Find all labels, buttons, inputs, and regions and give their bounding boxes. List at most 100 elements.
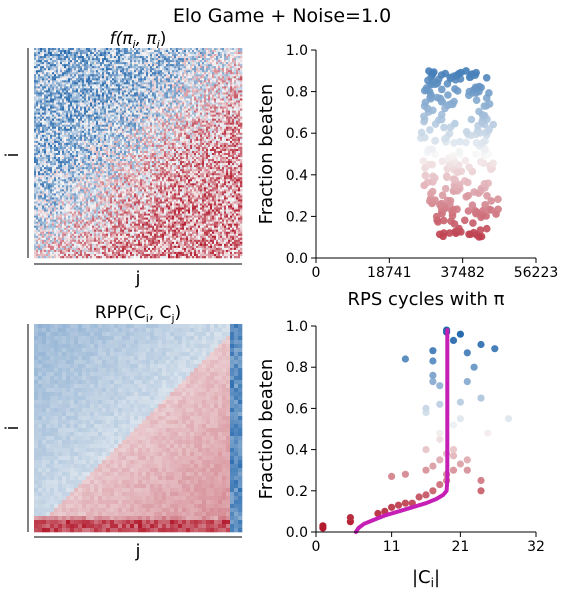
payoff-cell — [240, 82, 243, 85]
payoff-cell — [116, 100, 119, 103]
payoff-cell — [94, 72, 97, 75]
payoff-cell — [200, 120, 203, 124]
payoff-cell — [70, 82, 73, 85]
payoff-cell — [96, 66, 99, 69]
payoff-cell — [84, 66, 87, 69]
payoff-cell — [154, 140, 157, 144]
payoff-cell — [36, 62, 39, 65]
payoff-cell — [110, 72, 113, 75]
payoff-cell — [152, 52, 155, 55]
payoff-cell — [52, 52, 55, 55]
payoff-cell — [102, 98, 105, 101]
payoff-cell — [208, 78, 211, 81]
payoff-cell — [198, 62, 201, 65]
payoff-cell — [108, 58, 111, 61]
payoff-cell — [132, 142, 135, 146]
payoff-cell — [50, 54, 53, 57]
payoff-cell — [140, 102, 143, 105]
payoff-cell — [54, 90, 57, 93]
payoff-cell — [172, 100, 175, 103]
payoff-cell — [78, 114, 81, 117]
payoff-cell — [126, 104, 129, 107]
payoff-cell — [174, 52, 177, 55]
payoff-cell — [38, 76, 41, 79]
payoff-cell — [76, 82, 79, 85]
payoff-cell — [222, 124, 225, 128]
payoff-cell — [150, 86, 153, 89]
payoff-cell — [214, 112, 217, 115]
payoff-cell — [176, 102, 179, 105]
payoff-cell — [150, 112, 153, 115]
payoff-cell — [238, 54, 241, 57]
payoff-cell — [52, 112, 55, 115]
payoff-cell — [74, 60, 77, 63]
payoff-cell — [230, 96, 233, 99]
payoff-cell — [98, 142, 101, 146]
payoff-cell — [222, 118, 225, 121]
payoff-cell — [130, 104, 133, 107]
payoff-cell — [124, 64, 127, 67]
payoff-cell — [140, 56, 143, 59]
payoff-cell — [142, 106, 145, 109]
payoff-cell — [100, 78, 103, 81]
payoff-cell — [116, 70, 119, 73]
payoff-cell — [38, 50, 41, 53]
payoff-cell — [168, 118, 171, 121]
payoff-cell — [134, 82, 137, 85]
payoff-cell — [224, 96, 227, 99]
payoff-cell — [160, 94, 163, 97]
payoff-cell — [36, 70, 39, 73]
payoff-cell — [148, 74, 151, 77]
payoff-cell — [66, 102, 69, 105]
payoff-cell — [68, 134, 71, 138]
payoff-cell — [228, 128, 231, 132]
payoff-cell — [136, 126, 139, 130]
payoff-cell — [198, 138, 201, 142]
payoff-cell — [206, 132, 209, 136]
payoff-cell — [102, 92, 105, 95]
payoff-cell — [206, 68, 209, 71]
payoff-cell — [138, 56, 141, 59]
payoff-cell — [124, 138, 127, 142]
payoff-cell — [134, 84, 137, 87]
payoff-cell — [138, 108, 141, 111]
payoff-cell — [94, 142, 97, 146]
payoff-cell — [88, 68, 91, 71]
payoff-cell — [132, 136, 135, 140]
payoff-cell — [234, 56, 237, 59]
payoff-cell — [72, 74, 75, 77]
payoff-cell — [134, 142, 137, 146]
payoff-cell — [42, 128, 45, 132]
payoff-cell — [112, 142, 115, 146]
payoff-cell — [236, 126, 239, 130]
payoff-cell — [106, 108, 109, 111]
payoff-cell — [158, 134, 161, 138]
payoff-cell — [68, 74, 71, 77]
payoff-cell — [78, 68, 81, 71]
payoff-cell — [224, 90, 227, 93]
payoff-cell — [70, 118, 73, 121]
payoff-cell — [72, 108, 75, 111]
payoff-cell — [234, 132, 237, 136]
payoff-cell — [140, 70, 143, 73]
payoff-cell — [66, 92, 69, 95]
payoff-cell — [190, 56, 193, 59]
payoff-cell — [122, 78, 125, 81]
payoff-cell — [78, 130, 81, 134]
payoff-cell — [54, 104, 57, 107]
payoff-cell — [140, 126, 143, 130]
payoff-cell — [44, 102, 47, 105]
payoff-cell — [94, 134, 97, 138]
payoff-cell — [114, 116, 117, 119]
payoff-cell — [224, 100, 227, 103]
payoff-cell — [204, 70, 207, 73]
payoff-cell — [88, 136, 91, 140]
payoff-cell — [236, 124, 239, 128]
payoff-cell — [68, 94, 71, 97]
payoff-cell — [152, 58, 155, 61]
payoff-cell — [108, 100, 111, 103]
payoff-cell — [194, 122, 197, 126]
payoff-cell — [228, 134, 231, 138]
payoff-cell — [94, 66, 97, 69]
payoff-cell — [194, 88, 197, 91]
